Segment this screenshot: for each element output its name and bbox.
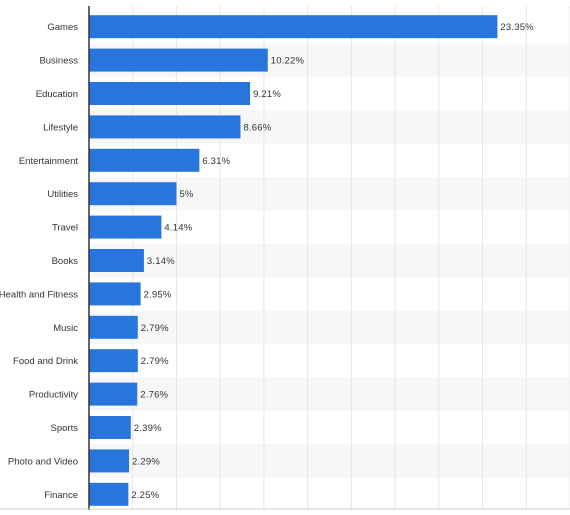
value-label: 9.21% [253, 89, 281, 100]
value-label: 2.95% [144, 289, 172, 300]
value-label: 5% [179, 189, 193, 200]
value-label: 23.35% [500, 22, 534, 33]
bar-music [89, 315, 138, 339]
row-band [89, 444, 570, 478]
value-label: 2.29% [132, 456, 160, 467]
bar-entertainment [89, 148, 200, 172]
bar-books [89, 249, 144, 272]
bar-travel [89, 215, 162, 239]
bar-photo-and-video [89, 449, 130, 473]
category-label: Productivity [29, 390, 78, 401]
row-band [89, 310, 570, 344]
category-label: Games [47, 22, 78, 33]
category-label: Education [36, 89, 78, 100]
category-label: Travel [52, 223, 78, 234]
value-label: 2.76% [140, 390, 168, 401]
bar-sports [89, 416, 131, 439]
category-label: Finance [44, 490, 78, 501]
category-label: Photo and Video [8, 456, 78, 467]
row-bands [89, 43, 570, 478]
bar-health-and-fitness [89, 282, 141, 306]
bar-education [89, 82, 251, 105]
bar-productivity [89, 382, 138, 406]
bars [89, 15, 498, 506]
bar-games [89, 15, 498, 39]
category-label: Music [53, 323, 78, 334]
bar-business [89, 48, 268, 72]
category-label: Sports [51, 423, 79, 434]
category-label: Books [52, 256, 79, 267]
bar-finance [89, 482, 129, 506]
value-labels: 23.35% 10.22% 9.21% 8.66% 6.31% 5% 4.14% 3.14% 2… [131, 22, 534, 501]
value-label: 2.25% [131, 490, 159, 501]
value-label: 2.79% [141, 323, 169, 334]
bar-utilities [89, 182, 177, 206]
value-label: 2.39% [134, 423, 162, 434]
category-labels: Games Business Education Lifestyle Entertain… [0, 22, 78, 501]
row-band [89, 243, 570, 278]
bar-food-and-drink [89, 349, 138, 373]
value-label: 3.14% [147, 256, 175, 267]
category-label: Utilities [47, 189, 78, 200]
value-label: 10.22% [271, 56, 305, 67]
category-label: Food and Drink [13, 356, 78, 367]
value-label: 4.14% [164, 223, 192, 234]
bar-lifestyle [89, 115, 241, 139]
axes [0, 6, 570, 511]
category-label: Health and Fitness [0, 289, 78, 300]
value-label: 6.31% [202, 156, 230, 167]
row-band [89, 377, 570, 411]
value-label: 2.79% [141, 356, 169, 367]
category-label: Lifestyle [43, 122, 78, 133]
value-label: 8.66% [243, 122, 271, 133]
category-label: Entertainment [19, 156, 79, 167]
category-label: Business [39, 56, 78, 67]
